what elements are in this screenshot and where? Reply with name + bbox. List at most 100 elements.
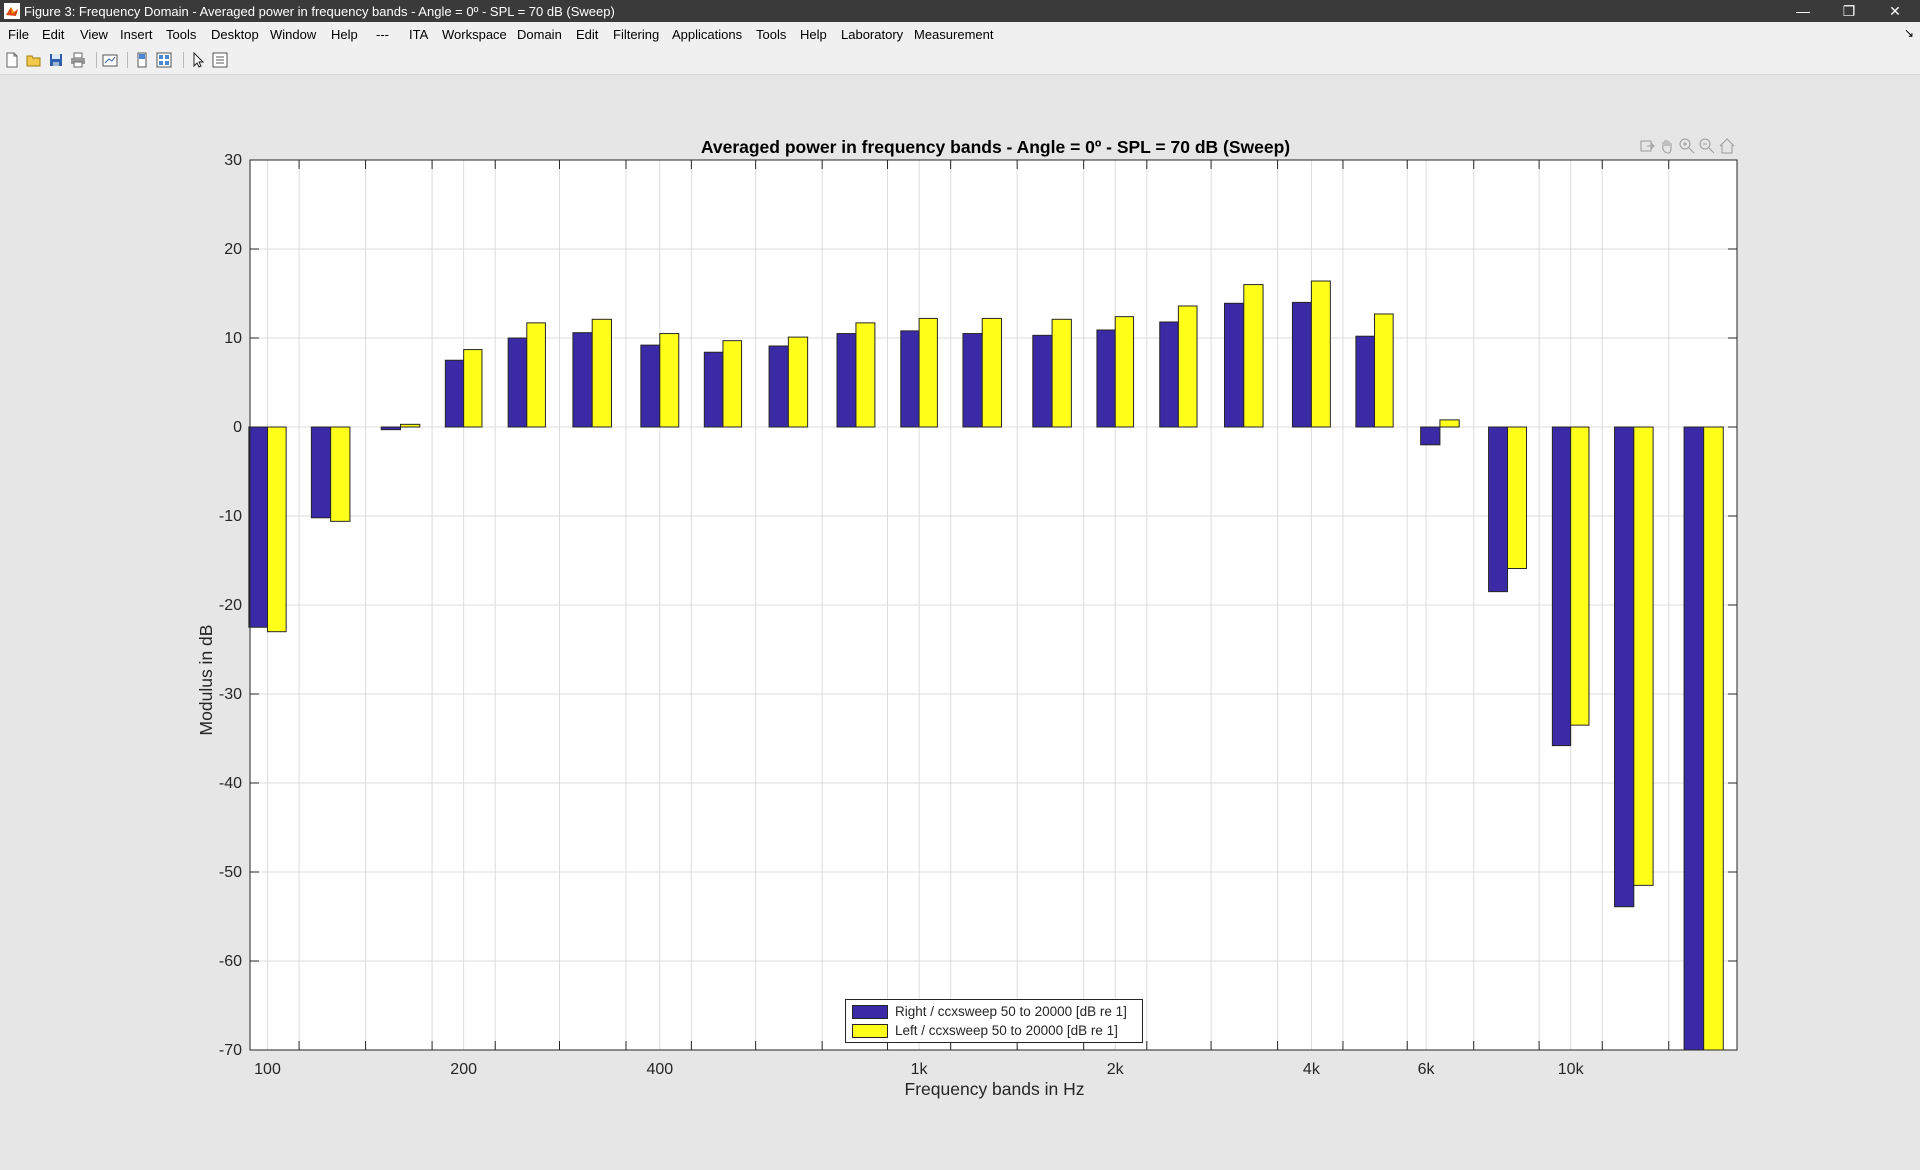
print-icon[interactable] [69,51,87,69]
bar-right [1032,334,1053,428]
zoom-in-icon[interactable] [1678,137,1696,155]
menu-laboratory[interactable]: Laboratory [841,27,904,42]
bar-left [722,340,743,428]
menu-help-ita[interactable]: Help [800,27,827,42]
toolbar-separator [96,52,97,68]
link-plot-icon[interactable] [101,51,119,69]
zoom-out-icon[interactable] [1698,137,1716,155]
bar-left [659,333,680,428]
menu-domain[interactable]: Domain [517,27,562,42]
x-tick-label: 10k [1558,1061,1585,1078]
menu-separator[interactable]: --- [376,27,389,42]
bar-right [1159,321,1179,428]
show-plot-tools-icon[interactable] [155,51,173,69]
menu-help[interactable]: Help [331,27,358,42]
bar-right [444,359,465,428]
bar-right [768,345,789,428]
chart-title: Averaged power in frequency bands - Angl… [701,137,1290,157]
menu-window[interactable]: Window [270,27,317,42]
close-button[interactable]: ✕ [1872,0,1918,22]
menu-file[interactable]: File [8,27,29,42]
bar-right [310,426,332,519]
x-tick-label: 100 [254,1061,281,1078]
menu-applications[interactable]: Applications [672,27,743,42]
pan-hand-icon[interactable] [1658,137,1676,155]
window-titlebar: Figure 3: Frequency Domain - Averaged po… [0,0,1920,22]
bar-left [1310,280,1331,428]
bar-right [1291,301,1312,428]
restore-button[interactable]: ❐ [1826,0,1872,22]
y-tick-label: 20 [224,241,242,258]
dock-arrow-icon[interactable]: ↘ [1903,26,1914,40]
y-tick-label: -50 [219,864,242,881]
close-icon: ✕ [1889,3,1901,19]
bar-left [1374,313,1394,428]
bar-right [1355,335,1376,428]
menu-view[interactable]: View [80,27,108,42]
toolbar-separator [183,52,184,68]
minimize-button[interactable]: — [1780,0,1826,22]
y-axis-label: Modulus in dB [196,625,216,736]
menu-measurement[interactable]: Measurement [914,27,994,42]
bar-right [1551,426,1572,747]
bar-left [1570,426,1590,726]
y-tick-label: -20 [219,597,242,614]
figure-canvas: 100 200 400 1k 2k 4k 6k 10k 30 20 10 0 -10 -20 -30 -40-… [0,75,1920,1170]
bar-right [703,351,724,428]
bar-left [526,322,546,428]
menu-edit-ita[interactable]: Edit [576,27,599,42]
y-tick-label: -40 [219,775,242,792]
bar-left [463,349,483,428]
edit-plot-pointer-icon[interactable] [189,51,207,69]
legend-entry-right: Right / ccxsweep 50 to 20000 [dB re 1] [850,1003,1140,1021]
bar-right [1683,426,1705,1051]
menu-desktop[interactable]: Desktop [211,27,259,42]
bar-left [981,317,1003,428]
new-figure-icon[interactable] [3,51,21,69]
bar-left [918,317,938,428]
export-icon[interactable] [1638,137,1656,155]
bar-left [1243,284,1264,428]
y-tick-label: -10 [219,508,242,525]
bar-left [591,318,612,428]
open-file-icon[interactable] [25,51,43,69]
restore-icon: ❐ [1842,3,1856,19]
window-title: Figure 3: Frequency Domain - Averaged po… [24,4,615,19]
bar-right [248,426,269,628]
bar-right [1488,426,1509,593]
menu-tools-ita[interactable]: Tools [756,27,787,42]
menu-bar: File Edit View Insert Tools Desktop Wind… [0,22,1920,46]
bar-right [836,333,857,428]
x-tick-label: 400 [646,1061,673,1078]
matlab-logo-icon [4,3,20,19]
property-inspector-icon[interactable] [211,51,229,69]
legend-label-left: Left / ccxsweep 50 to 20000 [dB re 1] [895,1023,1118,1038]
bar-left [787,336,809,428]
menu-tools[interactable]: Tools [166,27,197,42]
restore-view-home-icon[interactable] [1718,137,1736,155]
bar-left [1051,318,1072,428]
x-tick-label: 200 [450,1061,477,1078]
save-icon[interactable] [47,51,65,69]
y-tick-label: -70 [219,1042,242,1059]
menu-insert[interactable]: Insert [120,27,153,42]
bar-right [1096,329,1116,428]
bar-right [1420,426,1441,446]
bar-right [962,333,983,428]
bar-right [640,344,661,428]
bar-left [1507,426,1527,570]
bar-left [1703,426,1724,1051]
x-axis-label: Frequency bands in Hz [905,1079,1085,1099]
bar-left [1439,419,1460,428]
y-tick-label: 10 [224,330,242,347]
toolbar-separator [127,52,128,68]
bar-left [400,423,421,428]
menu-workspace[interactable]: Workspace [442,27,507,42]
menu-edit[interactable]: Edit [42,27,65,42]
y-tick-label: -60 [219,953,242,970]
x-tick-label: 4k [1303,1061,1321,1078]
chart-legend[interactable]: Right / ccxsweep 50 to 20000 [dB re 1] L… [845,999,1143,1043]
menu-filtering[interactable]: Filtering [613,27,660,42]
hide-plot-tools-icon[interactable] [133,51,151,69]
menu-ita[interactable]: ITA [409,27,429,42]
